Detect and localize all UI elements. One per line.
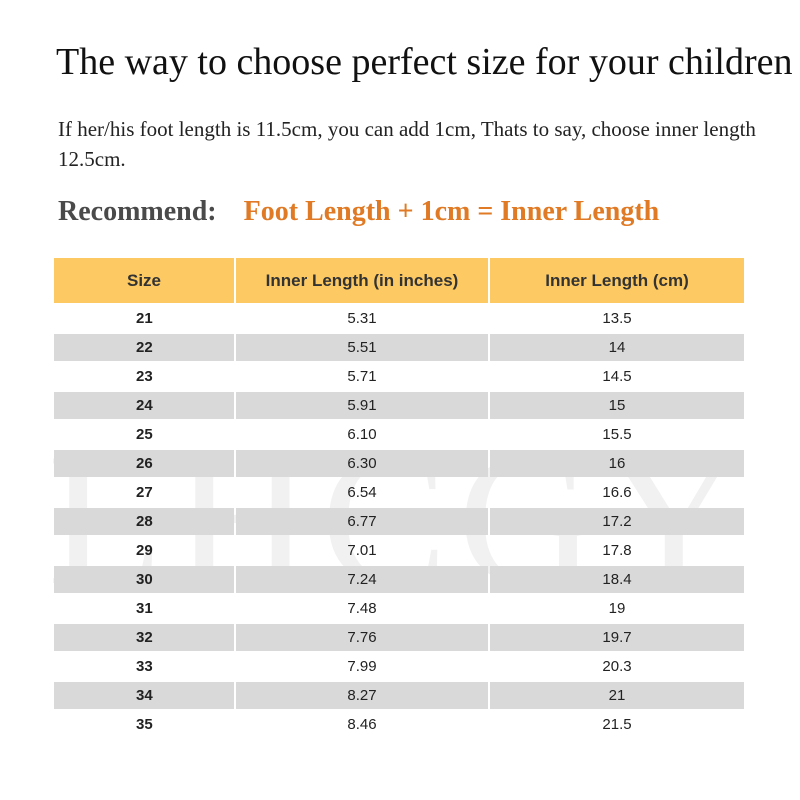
recommend-formula-line: Recommend: Foot Length + 1cm = Inner Len… [58,194,659,230]
cell-inner-length-cm: 15.5 [602,426,632,443]
cell-inner-length-inches: 6.30 [236,450,488,477]
recommend-formula: Foot Length + 1cm = Inner Length [243,196,660,227]
table-row: 34 8.27 21 [54,682,744,709]
cell-inner-length-cm: 16 [490,450,744,477]
cell-size: 22 [54,334,234,361]
page-title: The way to choose perfect size for your … [56,41,793,83]
cell-inner-length-inches: 7.48 [347,600,377,617]
header-size: Size [54,258,234,303]
cell-size: 33 [136,658,153,675]
cell-size: 29 [136,542,153,559]
cell-size: 30 [54,566,234,593]
cell-inner-length-inches: 6.54 [347,484,377,501]
cell-inner-length-cm: 14.5 [602,368,632,385]
table-row: 33 7.99 20.3 [54,653,744,680]
cell-inner-length-cm: 17.8 [602,542,632,559]
cell-inner-length-inches: 6.77 [236,508,488,535]
cell-inner-length-inches: 6.10 [347,426,377,443]
table-body: 21 5.31 13.5 22 5.51 14 23 5.71 14.5 24 5.91 15 25 6.… [54,305,744,738]
cell-inner-length-inches: 7.01 [347,542,377,559]
cell-inner-length-cm: 17.2 [490,508,744,535]
cell-inner-length-cm: 19.7 [490,624,744,651]
table-row: 26 6.30 16 [54,450,744,477]
size-chart-table: Size Inner Length (in inches) Inner Leng… [54,258,744,740]
cell-inner-length-cm: 15 [490,392,744,419]
cell-size: 23 [136,368,153,385]
cell-inner-length-cm: 16.6 [602,484,632,501]
cell-size: 35 [136,716,153,733]
cell-size: 25 [136,426,153,443]
header-inner-length-cm: Inner Length (cm) [490,258,744,303]
table-row: 31 7.48 19 [54,595,744,622]
cell-size: 28 [54,508,234,535]
cell-inner-length-inches: 5.31 [347,310,377,327]
cell-inner-length-inches: 7.24 [236,566,488,593]
cell-inner-length-inches: 8.27 [236,682,488,709]
table-row: 29 7.01 17.8 [54,537,744,564]
table-row: 24 5.91 15 [54,392,744,419]
cell-size: 27 [136,484,153,501]
cell-inner-length-cm: 18.4 [490,566,744,593]
size-advice-text: If her/his foot length is 11.5cm, you ca… [58,117,756,171]
recommend-label: Recommend: [58,196,217,227]
cell-inner-length-inches: 7.99 [347,658,377,675]
table-row: 22 5.51 14 [54,334,744,361]
cell-inner-length-inches: 5.91 [236,392,488,419]
cell-inner-length-inches: 5.71 [347,368,377,385]
table-row: 23 5.71 14.5 [54,363,744,390]
cell-inner-length-cm: 14 [490,334,744,361]
cell-size: 31 [136,600,153,617]
table-header-row: Size Inner Length (in inches) Inner Leng… [54,258,744,303]
header-inner-length-inches: Inner Length (in inches) [236,258,488,303]
cell-size: 34 [54,682,234,709]
table-row: 28 6.77 17.2 [54,508,744,535]
table-row: 30 7.24 18.4 [54,566,744,593]
cell-inner-length-cm: 13.5 [602,310,632,327]
cell-inner-length-cm: 20.3 [602,658,632,675]
table-row: 32 7.76 19.7 [54,624,744,651]
cell-size: 32 [54,624,234,651]
cell-inner-length-cm: 19 [608,600,626,617]
cell-inner-length-inches: 5.51 [236,334,488,361]
cell-size: 26 [54,450,234,477]
cell-inner-length-inches: 7.76 [236,624,488,651]
cell-inner-length-inches: 8.46 [347,716,377,733]
table-row: 25 6.10 15.5 [54,421,744,448]
table-row: 35 8.46 21.5 [54,711,744,738]
table-row: 27 6.54 16.6 [54,479,744,506]
cell-inner-length-cm: 21 [490,682,744,709]
cell-size: 24 [54,392,234,419]
cell-size: 21 [136,310,153,327]
table-row: 21 5.31 13.5 [54,305,744,332]
cell-inner-length-cm: 21.5 [602,716,632,733]
